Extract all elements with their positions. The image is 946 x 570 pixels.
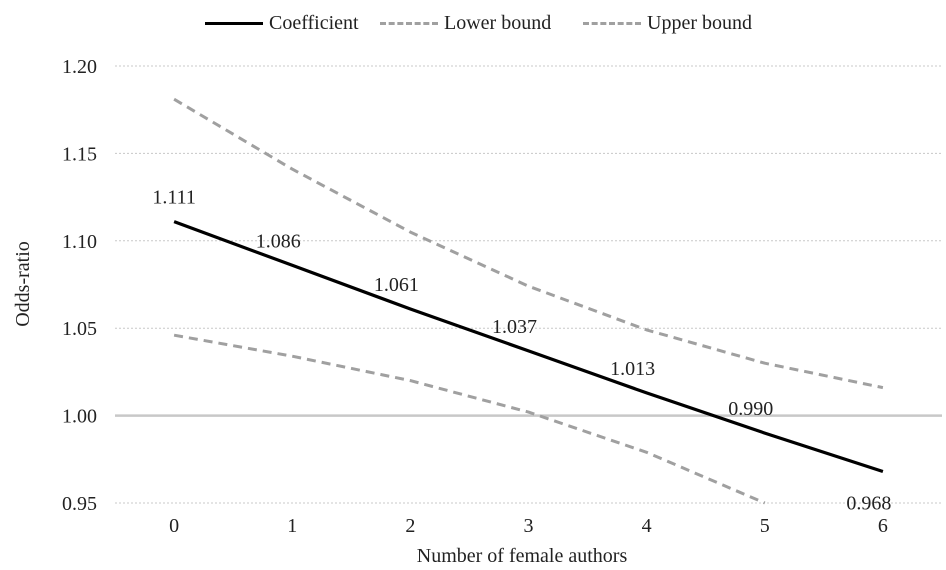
series-line-lower-bound [173,333,766,505]
legend-label-upper-bound: Upper bound [647,11,752,34]
legend-item-lower-bound: Lower bound [380,8,551,38]
x-tick-label-5: 5 [760,515,770,537]
data-label-6: 0.968 [846,493,891,515]
legend-label-coefficient: Coefficient [269,11,359,34]
data-label-4: 1.013 [610,358,655,380]
gridlines [115,65,942,504]
legend-swatch-coefficient [205,21,263,25]
y-axis-label: Odds-ratio [12,241,34,327]
y-axis-ticks: 0.95 1.00 1.05 1.10 1.15 1.20 [62,56,97,515]
legend: Coefficient Lower bound Upper bound [0,8,946,38]
legend-swatch-upper-bound [583,21,641,25]
series-line-upper-bound [173,97,884,390]
x-tick-label-2: 2 [405,515,415,537]
x-axis-ticks: 0 1 2 3 4 5 6 [169,515,888,537]
data-label-0: 1.111 [152,187,196,209]
data-label-3: 1.037 [492,316,537,338]
x-tick-label-0: 0 [169,515,179,537]
y-tick-label-5: 1.20 [62,56,97,78]
data-label-2: 1.061 [374,274,419,296]
x-tick-label-6: 6 [878,515,888,537]
y-tick-label-0: 0.95 [62,493,97,515]
y-tick-label-2: 1.05 [62,318,97,340]
y-tick-label-1: 1.00 [62,406,97,428]
legend-label-lower-bound: Lower bound [444,11,552,34]
data-labels: 1.111 1.086 1.061 1.037 1.013 0.990 0.968 [152,187,891,515]
y-tick-label-3: 1.10 [62,231,97,253]
legend-swatch-lower-bound [380,21,438,25]
data-label-1: 1.086 [256,230,301,252]
x-tick-label-3: 3 [524,515,534,537]
legend-item-coefficient: Coefficient [205,8,359,38]
legend-item-upper-bound: Upper bound [583,8,752,38]
x-tick-label-1: 1 [287,515,297,537]
x-tick-label-4: 4 [642,515,652,537]
series-layer [173,97,884,505]
data-label-5: 0.990 [728,398,773,420]
series-line-coefficient [173,220,884,474]
y-tick-label-4: 1.15 [62,143,97,165]
x-axis-label: Number of female authors [417,545,628,567]
